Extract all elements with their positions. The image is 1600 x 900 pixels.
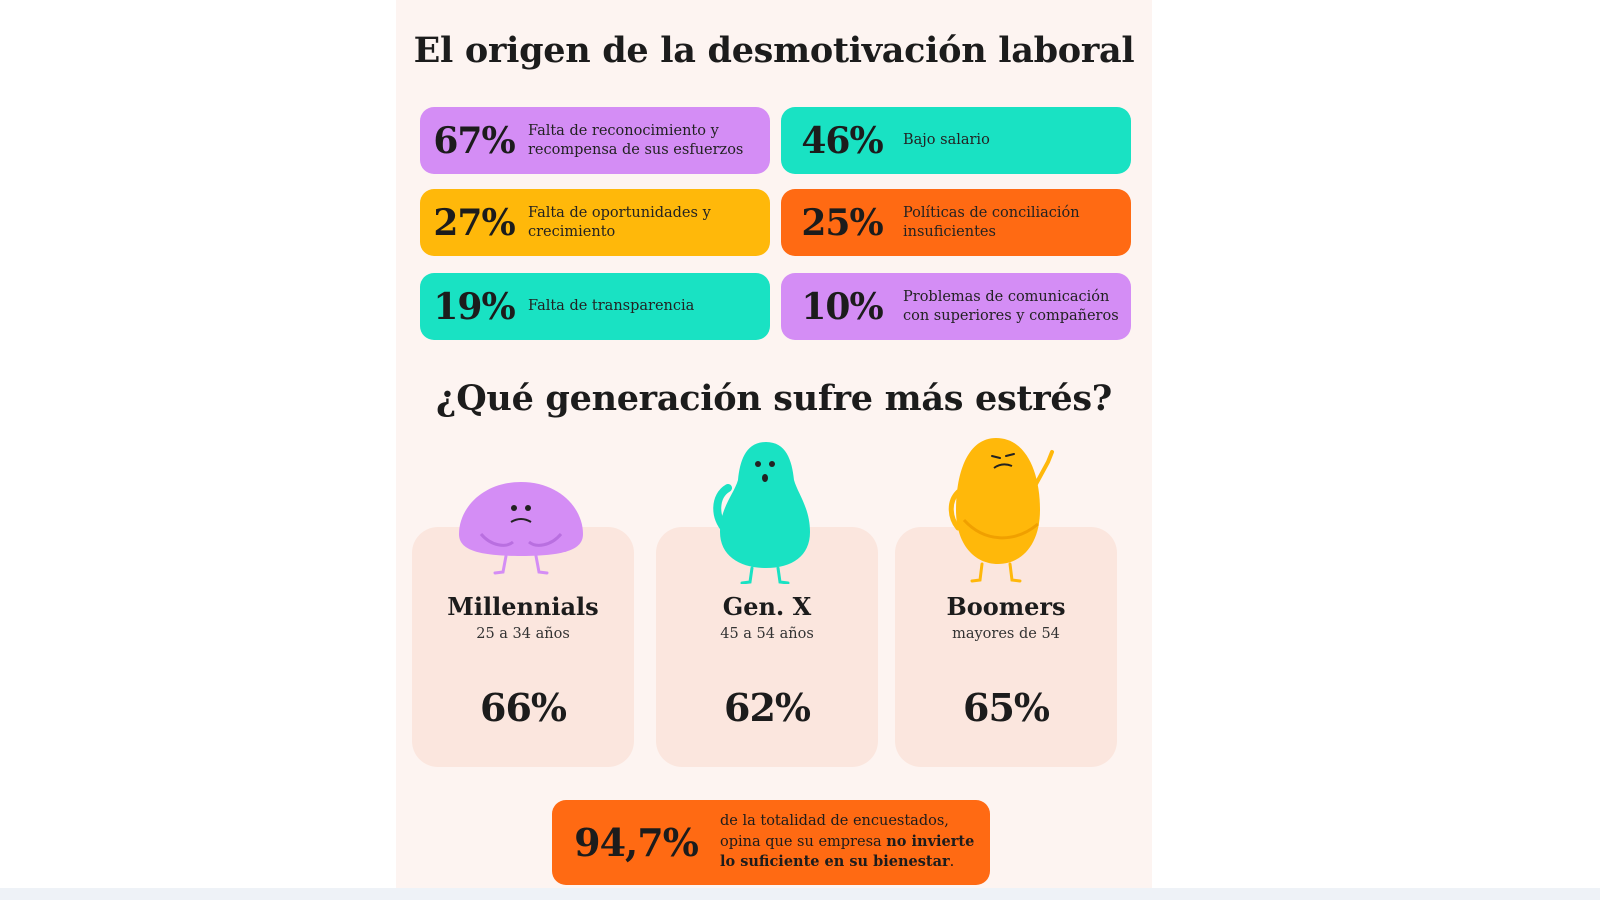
summary-callout: 94,7% de la totalidad de encuestados, op… bbox=[552, 800, 990, 885]
section2-title: ¿Qué generación sufre más estrés? bbox=[436, 378, 1112, 419]
cause-card-growth: 27% Falta de oportunidades y crecimiento bbox=[420, 189, 770, 256]
cause-value: 19% bbox=[433, 285, 515, 328]
generation-age-range: mayores de 54 bbox=[952, 626, 1060, 642]
infographic-panel: El origen de la desmotivación laboral 67… bbox=[396, 0, 1152, 888]
generation-card-millennials bbox=[412, 527, 634, 767]
boomers-character-illustration bbox=[948, 438, 1054, 583]
generation-name: Boomers bbox=[946, 592, 1066, 621]
generation-card-boomers bbox=[895, 527, 1117, 767]
cause-card-conciliation: 25% Políticas de conciliación insuficien… bbox=[781, 189, 1131, 256]
cause-label: Políticas de conciliación insuficientes bbox=[903, 204, 1080, 240]
cause-label: Falta de oportunidades y crecimiento bbox=[528, 204, 711, 240]
cause-card-recognition: 67% Falta de reconocimiento y recompensa… bbox=[420, 107, 770, 174]
cause-value: 46% bbox=[801, 119, 883, 162]
cause-value: 25% bbox=[801, 201, 883, 244]
summary-text: de la totalidad de encuestados, opina qu… bbox=[720, 813, 975, 871]
cause-value: 10% bbox=[801, 285, 883, 328]
cause-label: Bajo salario bbox=[903, 132, 990, 148]
generation-stress-value: 62% bbox=[724, 685, 811, 730]
millennials-character-illustration bbox=[459, 482, 583, 575]
cause-card-salary: 46% Bajo salario bbox=[781, 107, 1131, 174]
generation-age-range: 25 a 34 años bbox=[476, 626, 570, 642]
bottom-strip bbox=[0, 888, 1600, 900]
cause-card-transparency: 19% Falta de transparencia bbox=[420, 273, 770, 340]
generation-stress-value: 65% bbox=[963, 685, 1050, 730]
genx-character-illustration bbox=[713, 442, 810, 584]
section1-title: El origen de la desmotivación laboral bbox=[413, 30, 1135, 71]
cause-value: 27% bbox=[433, 201, 515, 244]
generation-stress-value: 66% bbox=[480, 685, 567, 730]
cause-label: Falta de transparencia bbox=[528, 298, 695, 314]
generation-age-range: 45 a 54 años bbox=[720, 626, 814, 642]
cause-card-communication: 10% Problemas de comunicación con superi… bbox=[781, 273, 1131, 340]
summary-value: 94,7% bbox=[574, 820, 699, 865]
generation-name: Millennials bbox=[447, 592, 599, 621]
cause-label: Problemas de comunicación con superiores… bbox=[903, 288, 1119, 324]
cause-value: 67% bbox=[433, 119, 515, 162]
cause-label: Falta de reconocimiento y recompensa de … bbox=[528, 122, 744, 158]
generation-name: Gen. X bbox=[722, 592, 812, 621]
